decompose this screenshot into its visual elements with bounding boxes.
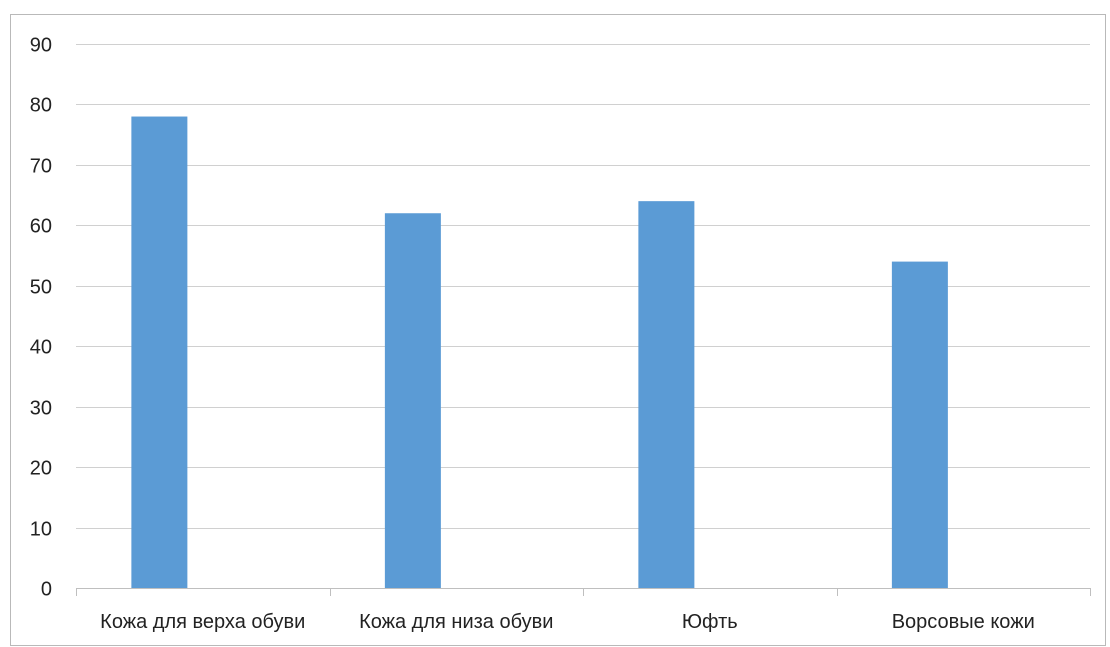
y-tick-label-80: 80 xyxy=(30,95,52,117)
y-tick-label-30: 30 xyxy=(30,398,52,420)
x-tick-label-1: Кожа для верха обуви xyxy=(100,611,305,633)
bars xyxy=(131,116,948,589)
y-tick-label-0: 0 xyxy=(41,579,52,601)
bar-4 xyxy=(891,261,948,588)
tick-labels: 0 10 20 30 40 50 60 70 80 90 Кожа для верха обуви К… xyxy=(30,35,1035,634)
y-tick-label-20: 20 xyxy=(30,458,52,480)
y-tick-label-40: 40 xyxy=(30,337,52,359)
bar-3 xyxy=(638,201,695,588)
x-tick-label-4: Ворсовые кожи xyxy=(892,611,1035,633)
y-tick-label-90: 90 xyxy=(30,35,52,57)
y-tick-label-60: 60 xyxy=(30,216,52,238)
bar-1 xyxy=(131,116,188,589)
x-tick-label-3: Юфть xyxy=(682,611,738,633)
x-tick-label-2: Кожа для низа обуви xyxy=(359,611,553,633)
y-tick-label-50: 50 xyxy=(30,277,52,299)
y-tick-label-70: 70 xyxy=(30,156,52,178)
y-tick-label-10: 10 xyxy=(30,519,52,541)
axes xyxy=(76,588,1091,596)
bar-2 xyxy=(384,213,441,588)
